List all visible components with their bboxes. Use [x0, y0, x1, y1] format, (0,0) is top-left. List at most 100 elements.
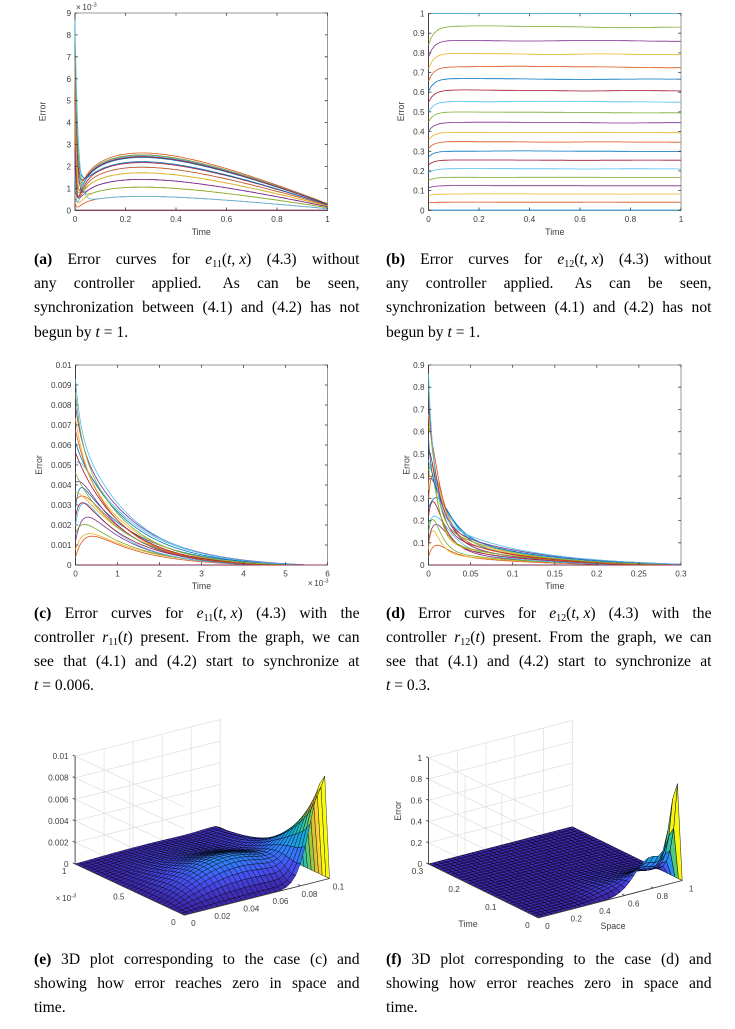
svg-text:0.3: 0.3	[412, 867, 424, 876]
svg-text:0: 0	[420, 206, 425, 215]
svg-text:0.004: 0.004	[48, 817, 69, 826]
svg-text:0.2: 0.2	[120, 215, 132, 224]
svg-text:0.002: 0.002	[48, 838, 69, 847]
svg-text:0.001: 0.001	[51, 541, 72, 550]
svg-text:0.1: 0.1	[485, 903, 497, 912]
svg-text:0.7: 0.7	[413, 69, 425, 78]
svg-text:0.7: 0.7	[413, 405, 425, 414]
svg-text:Error: Error	[393, 801, 403, 821]
svg-text:0.1: 0.1	[413, 187, 425, 196]
svg-text:0.2: 0.2	[413, 167, 425, 176]
svg-text:0.2: 0.2	[411, 839, 423, 848]
svg-text:3: 3	[199, 570, 204, 579]
svg-text:0: 0	[191, 919, 196, 928]
svg-text:0: 0	[426, 570, 431, 579]
svg-text:0.2: 0.2	[473, 215, 485, 224]
svg-text:0.1: 0.1	[413, 539, 425, 548]
svg-text:Time: Time	[458, 919, 477, 929]
svg-text:0: 0	[67, 561, 72, 570]
svg-text:0.007: 0.007	[51, 421, 72, 430]
svg-text:0.4: 0.4	[599, 907, 611, 916]
svg-text:Time: Time	[192, 581, 211, 591]
svg-text:0.003: 0.003	[51, 501, 72, 510]
svg-text:0.15: 0.15	[547, 570, 563, 579]
svg-text:0.4: 0.4	[524, 215, 536, 224]
svg-text:0.2: 0.2	[413, 517, 425, 526]
svg-text:4: 4	[66, 119, 71, 128]
svg-text:Time: Time	[545, 581, 564, 591]
svg-text:0.2: 0.2	[591, 570, 603, 579]
svg-text:0.8: 0.8	[271, 215, 283, 224]
svg-text:3: 3	[66, 141, 71, 150]
svg-text:0.4: 0.4	[170, 215, 182, 224]
svg-text:0: 0	[171, 918, 176, 927]
svg-text:0.4: 0.4	[413, 472, 425, 481]
svg-text:8: 8	[66, 31, 71, 40]
svg-text:0.6: 0.6	[411, 796, 423, 805]
svg-text:0.02: 0.02	[214, 912, 230, 921]
svg-text:9: 9	[66, 9, 71, 18]
svg-text:0: 0	[525, 921, 530, 930]
svg-text:0.6: 0.6	[413, 428, 425, 437]
svg-text:0: 0	[417, 860, 422, 869]
svg-text:4: 4	[241, 570, 246, 579]
svg-text:× 10-3: × 10-3	[76, 3, 97, 13]
svg-text:0.2: 0.2	[448, 885, 460, 894]
svg-text:0.6: 0.6	[413, 88, 425, 97]
svg-text:0.5: 0.5	[413, 450, 425, 459]
svg-text:0.08: 0.08	[302, 890, 318, 899]
svg-text:0.4: 0.4	[413, 128, 425, 137]
svg-text:1: 1	[679, 215, 684, 224]
svg-text:Time: Time	[545, 227, 564, 237]
svg-text:0.6: 0.6	[628, 899, 640, 908]
svg-text:0.3: 0.3	[413, 494, 425, 503]
svg-text:× 10-3: × 10-3	[56, 894, 77, 904]
svg-text:1: 1	[115, 570, 120, 579]
svg-text:0.05: 0.05	[463, 570, 479, 579]
svg-text:1: 1	[689, 885, 694, 894]
svg-text:0.6: 0.6	[221, 215, 233, 224]
svg-text:6: 6	[325, 570, 330, 579]
svg-text:Error: Error	[396, 102, 406, 122]
svg-text:0.006: 0.006	[51, 441, 72, 450]
svg-text:0.8: 0.8	[625, 215, 637, 224]
svg-text:0.1: 0.1	[333, 883, 345, 892]
svg-text:0.01: 0.01	[56, 361, 72, 370]
svg-text:1: 1	[325, 215, 330, 224]
svg-text:0.8: 0.8	[413, 383, 425, 392]
svg-text:0.8: 0.8	[413, 49, 425, 58]
svg-text:Error: Error	[402, 455, 412, 475]
svg-text:0.1: 0.1	[507, 570, 519, 579]
svg-text:0: 0	[73, 215, 78, 224]
svg-text:× 10-3: × 10-3	[308, 579, 329, 589]
svg-text:Time: Time	[192, 227, 211, 237]
svg-text:0.004: 0.004	[51, 481, 72, 490]
svg-text:2: 2	[66, 163, 71, 172]
svg-text:0.6: 0.6	[574, 215, 586, 224]
svg-text:Error: Error	[38, 102, 48, 122]
svg-text:0.005: 0.005	[51, 461, 72, 470]
svg-text:0.008: 0.008	[51, 401, 72, 410]
svg-text:0: 0	[420, 561, 425, 570]
svg-text:0: 0	[426, 215, 431, 224]
svg-text:5: 5	[66, 97, 71, 106]
svg-text:Error: Error	[34, 455, 44, 475]
svg-text:0.8: 0.8	[411, 775, 423, 784]
svg-text:0.2: 0.2	[571, 914, 583, 923]
svg-text:0: 0	[73, 570, 78, 579]
svg-text:0.008: 0.008	[48, 774, 69, 783]
svg-text:0: 0	[545, 922, 550, 931]
svg-text:0.009: 0.009	[51, 381, 72, 390]
svg-text:0: 0	[66, 206, 71, 215]
svg-text:7: 7	[66, 53, 71, 62]
svg-text:0.3: 0.3	[675, 570, 687, 579]
svg-text:0.01: 0.01	[53, 752, 69, 761]
svg-text:0.06: 0.06	[273, 897, 289, 906]
svg-text:1: 1	[417, 754, 422, 763]
svg-text:1: 1	[66, 184, 71, 193]
svg-text:0: 0	[64, 860, 69, 869]
svg-text:0.8: 0.8	[657, 892, 669, 901]
svg-text:0.5: 0.5	[413, 108, 425, 117]
svg-text:0.9: 0.9	[413, 361, 425, 370]
svg-text:0.9: 0.9	[413, 29, 425, 38]
